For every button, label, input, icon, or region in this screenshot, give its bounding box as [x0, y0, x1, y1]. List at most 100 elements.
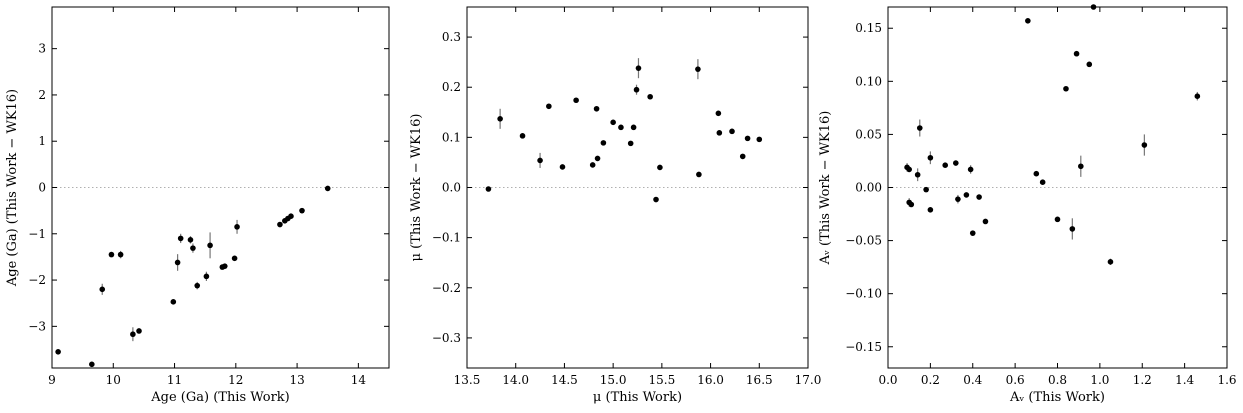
chart2-point	[976, 194, 982, 200]
chart2-xtick-label: 1.0	[1090, 373, 1109, 387]
chart2-xtick-label: 0.4	[963, 373, 982, 387]
chart2-point	[1078, 163, 1084, 170]
chart1-point	[497, 116, 503, 122]
chart2-ytick-label: −0.05	[845, 234, 882, 248]
chart0-point	[231, 255, 238, 262]
chart1-point	[729, 128, 735, 135]
chart2-xtick-label: 1.2	[1133, 373, 1152, 387]
chart2-point	[1054, 216, 1061, 223]
chart2-point	[967, 166, 974, 173]
chart1-point	[716, 130, 723, 136]
chart1-xtick-label: 13.5	[454, 373, 481, 387]
chart1-point	[594, 155, 601, 162]
chart2-point	[982, 218, 989, 225]
chart1-point	[610, 119, 616, 126]
chart2-xtick-label: 0.6	[1006, 373, 1025, 387]
chart2-point	[969, 230, 976, 236]
chart0-point	[203, 273, 210, 280]
chart1-xtick-label: 17.0	[795, 373, 822, 387]
chart0-point	[136, 328, 142, 334]
chart1-xtick-label: 16.5	[746, 373, 773, 387]
chart0-xtick-label: 13	[289, 373, 304, 387]
chart0-point	[277, 221, 283, 228]
chart0-point	[108, 251, 115, 258]
chart1-point	[756, 136, 763, 143]
chart0-ytick-label: −1	[28, 227, 46, 241]
chart2-xtick-label: 1.4	[1175, 373, 1194, 387]
chart1-ylabel: μ (This Work − WK16)	[409, 114, 424, 262]
chart0-point	[55, 349, 61, 355]
chart0-point	[299, 207, 305, 214]
chart0-point	[288, 213, 294, 219]
chart1-xtick-label: 14.5	[551, 373, 578, 387]
chart2-xtick-label: 0.2	[921, 373, 940, 387]
chart0-xtick-label: 11	[167, 373, 182, 387]
chart2-point	[1073, 50, 1080, 57]
chart0-xtick-label: 10	[106, 373, 121, 387]
chart1-point	[573, 97, 579, 104]
chart1-point	[600, 140, 607, 146]
chart0-xtick-label: 14	[351, 373, 367, 387]
chart0-xtick-label: 12	[228, 373, 243, 387]
chart1-ytick-label: 0.2	[442, 80, 461, 94]
chart1-point	[635, 65, 642, 71]
chart2-point	[1194, 93, 1201, 99]
chart2-point	[942, 162, 949, 169]
chart1-point	[696, 171, 702, 178]
chart0-point	[324, 185, 331, 192]
chart2-xtick-label: 0.8	[1048, 373, 1067, 387]
chart1-xtick-label: 15.5	[648, 373, 675, 387]
chart2-point	[953, 160, 959, 166]
chart2-ytick-label: 0.05	[855, 127, 882, 141]
chart1-point	[715, 110, 722, 117]
chart1-point	[633, 86, 640, 93]
chart2-point	[1063, 85, 1069, 92]
chart0-point	[99, 286, 106, 293]
chart0-ytick-label: 0	[38, 181, 46, 195]
chart0-point	[190, 245, 196, 251]
chart0-ytick-label: 3	[38, 42, 46, 56]
chart1-point	[739, 153, 746, 160]
chart2-xtick-label: 0.0	[878, 373, 897, 387]
chart2-ylabel: Aᵥ (This Work − WK16)	[818, 111, 833, 266]
chart2-ytick-label: −0.15	[845, 340, 882, 354]
chart1-point	[630, 124, 637, 131]
chart1-point	[657, 164, 663, 171]
chart1-xlabel: μ (This Work)	[593, 390, 682, 405]
chart1-point	[559, 164, 566, 170]
chart0-point	[234, 224, 240, 230]
chart1-axes-frame	[466, 6, 809, 369]
chart1-ytick-label: 0.3	[442, 30, 461, 44]
chart0-point	[221, 263, 228, 269]
chart2-ytick-label: 0.15	[855, 21, 882, 35]
chart2-point	[1141, 142, 1148, 148]
chart2-point	[914, 171, 921, 178]
chart0-point	[170, 299, 177, 305]
chart2-point	[1033, 170, 1040, 177]
chart1-point	[627, 140, 634, 147]
chart0-point	[194, 282, 201, 289]
chart2-ytick-label: −0.10	[845, 287, 882, 301]
panel-mu: 13.5 14.0 14.5 15.0 15.5 16.0 16.5 17.0 −0.3 −0.2…	[409, 6, 822, 405]
chart1-ytick-label: −0.2	[432, 281, 461, 295]
chart1-point	[618, 124, 624, 131]
chart0-point	[117, 251, 124, 258]
chart1-point	[546, 103, 552, 110]
chart2-point	[963, 192, 970, 198]
chart1-ytick-label: 0.0	[442, 181, 461, 195]
chart2-point	[1039, 179, 1046, 185]
chart2-point	[1090, 4, 1097, 10]
chart2-xlabel: Aᵥ (This Work)	[1009, 390, 1105, 405]
chart0-point	[177, 235, 184, 242]
chart2-point	[1107, 259, 1114, 265]
chart0-ytick-label: −2	[28, 273, 46, 287]
chart0-point	[174, 259, 181, 266]
chart0-ytick-label: −3	[28, 319, 46, 333]
chart1-point	[589, 162, 596, 168]
chart1-point	[519, 133, 526, 139]
chart2-point	[927, 154, 934, 161]
chart0-ytick-label: 2	[38, 88, 46, 102]
chart2-point	[1069, 226, 1076, 232]
chart0-xtick-label: 9	[48, 373, 56, 387]
